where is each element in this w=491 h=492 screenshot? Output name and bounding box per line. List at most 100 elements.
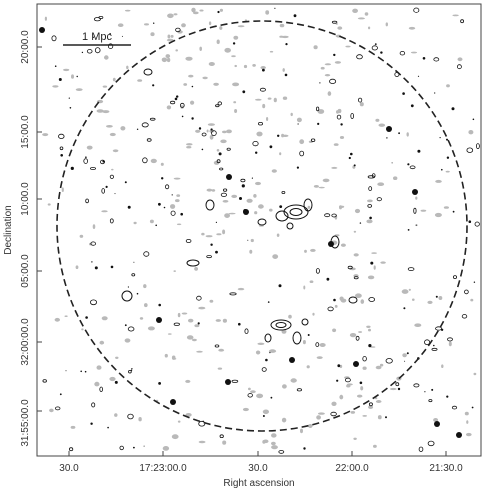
light-contour-speck — [198, 440, 206, 444]
light-contour-speck — [222, 229, 226, 235]
dark-contour-speck — [385, 416, 387, 419]
light-contour-speck — [70, 425, 76, 429]
light-contour-speck — [318, 412, 325, 415]
dark-contour-ring — [368, 402, 373, 407]
light-contour-speck — [207, 123, 215, 126]
dark-contour-speck — [210, 128, 213, 131]
dark-contour-speck — [262, 415, 265, 417]
light-contour-speck — [192, 338, 197, 342]
dark-contour-ring — [456, 64, 462, 70]
dark-contour-speck — [422, 57, 426, 60]
bright-compact-source — [434, 421, 440, 427]
dark-contour-speck — [191, 85, 194, 88]
light-contour-speck — [181, 312, 188, 315]
dark-contour-ring — [90, 167, 97, 170]
light-contour-speck — [339, 205, 345, 208]
dark-contour-speck — [285, 43, 288, 46]
dark-contour-ring — [327, 306, 334, 312]
light-contour-speck — [377, 415, 382, 420]
light-contour-speck — [102, 110, 110, 114]
dark-contour-speck — [124, 181, 127, 184]
dark-contour-ring — [399, 51, 406, 56]
dark-contour-ring — [231, 379, 239, 383]
y-tick-label: 05:00.0 — [20, 254, 31, 288]
dark-contour-ring — [196, 295, 202, 301]
light-contour-speck — [202, 76, 208, 80]
light-contour-speck — [324, 63, 332, 66]
light-contour-speck — [466, 420, 469, 424]
x-axis-ticks — [68, 451, 447, 456]
light-contour-speck — [406, 132, 409, 137]
dark-contour-speck — [337, 364, 341, 368]
light-contour-speck — [279, 23, 285, 28]
light-contour-speck — [183, 83, 188, 86]
light-contour-speck — [373, 444, 377, 448]
light-contour-speck — [209, 299, 214, 303]
dark-contour-ring — [170, 100, 176, 105]
bright-compact-source — [243, 209, 249, 215]
western-sources — [121, 68, 358, 304]
dark-contour-speck — [440, 328, 444, 331]
light-contour-speck — [313, 185, 319, 188]
light-contour-speck — [124, 9, 131, 12]
light-contour-speck — [258, 204, 264, 209]
x-tick-label: 30.0 — [59, 463, 79, 474]
dark-contour-speck — [80, 370, 82, 373]
dark-contour-speck — [174, 97, 178, 101]
dark-contour-speck — [386, 137, 388, 139]
light-contour-speck — [290, 378, 297, 383]
dark-contour-speck — [340, 123, 343, 126]
light-contour-speck — [233, 35, 239, 40]
dark-contour-speck — [161, 177, 164, 180]
dark-contour-speck — [105, 185, 108, 188]
light-contour-speck — [185, 56, 193, 61]
dark-contour-ring — [240, 178, 246, 183]
dark-contour-speck — [403, 307, 406, 310]
light-contour-speck — [205, 235, 213, 238]
light-contour-speck — [401, 289, 409, 294]
light-contour-speck — [243, 64, 248, 69]
dark-contour-ring — [128, 370, 132, 374]
light-contour-speck — [371, 252, 377, 254]
light-contour-speck — [216, 149, 220, 152]
dark-contour-speck — [473, 281, 476, 283]
light-contour-speck — [353, 253, 359, 257]
light-contour-speck — [167, 333, 172, 335]
bright-compact-source — [353, 361, 359, 367]
dark-contour-ring — [58, 133, 65, 139]
light-contour-speck — [177, 30, 183, 34]
dark-contour-ring — [466, 147, 474, 153]
dark-contour-ring — [367, 175, 375, 179]
dark-contour-speck — [402, 92, 405, 95]
light-contour-speck — [256, 393, 264, 399]
light-contour-speck — [215, 319, 221, 322]
light-contour-speck — [171, 434, 179, 440]
dark-contour-speck — [69, 107, 72, 109]
light-contour-speck — [368, 26, 371, 30]
dark-contour-speck — [417, 149, 421, 153]
light-contour-speck — [282, 134, 289, 137]
light-contour-speck — [173, 270, 176, 272]
dark-contour-ring — [356, 54, 363, 60]
dark-contour-speck — [58, 78, 62, 81]
dark-contour-speck — [163, 206, 166, 209]
light-contour-speck — [402, 353, 407, 358]
dark-contour-speck — [407, 229, 410, 231]
dark-contour-ring — [90, 241, 96, 246]
light-contour-speck — [232, 82, 240, 87]
dark-contour-speck — [319, 82, 321, 84]
dark-contour-ring — [261, 367, 267, 372]
dark-contour-ring — [201, 132, 207, 137]
dark-contour-ring — [331, 213, 337, 218]
dark-contour-speck — [202, 420, 204, 422]
dark-contour-ring — [413, 207, 417, 214]
light-contour-speck — [109, 132, 116, 137]
dark-contour-ring — [170, 210, 176, 216]
light-contour-speck — [279, 152, 282, 156]
light-contour-speck — [331, 166, 338, 169]
dark-contour-speck — [247, 239, 249, 241]
light-contour-speck — [389, 387, 397, 391]
light-contour-speck — [268, 349, 277, 353]
dark-contour-ring — [85, 198, 89, 204]
light-contour-speck — [464, 411, 469, 416]
